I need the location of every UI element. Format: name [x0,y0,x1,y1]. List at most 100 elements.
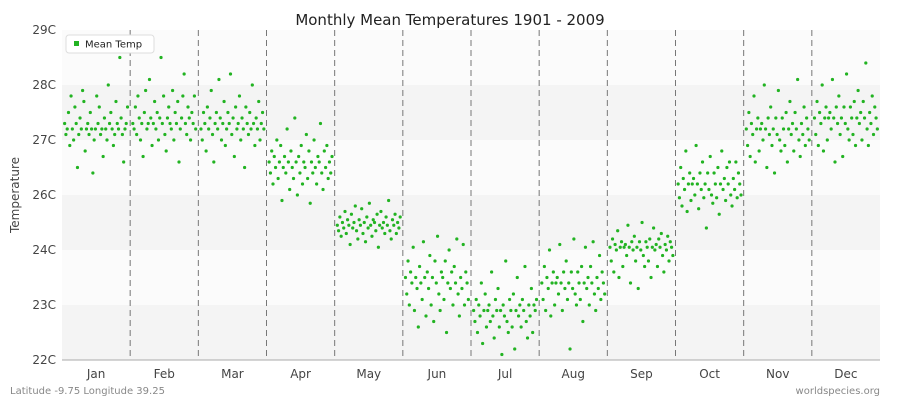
data-point [114,99,118,104]
data-point [618,245,622,249]
data-point [639,248,643,252]
data-point [774,116,778,120]
data-point [457,314,461,318]
data-point [771,127,775,131]
data-point [212,160,216,164]
data-point [219,138,224,142]
data-point [230,132,234,137]
data-point [336,229,341,233]
x-tick-label: Mar [221,367,244,381]
data-point [387,198,391,203]
data-point [409,270,413,274]
data-point [120,132,124,137]
data-point [93,127,98,131]
data-point [676,182,680,186]
data-point [439,270,444,274]
data-point [244,105,248,109]
data-point [630,240,634,244]
data-point [96,121,100,126]
data-point [451,303,455,307]
data-point [846,127,850,131]
data-point [125,105,130,109]
data-point [814,132,818,137]
data-point [339,234,343,238]
data-point [105,138,109,142]
data-point [862,116,867,120]
data-point [426,286,431,291]
data-point [637,240,642,244]
data-point [753,160,757,164]
data-point [348,242,352,247]
data-point [424,314,428,318]
data-point [693,193,697,197]
data-point [698,171,702,175]
data-point [640,220,644,225]
data-point [502,314,507,318]
data-point [167,105,171,109]
data-point [95,94,99,98]
data-point [699,187,703,192]
data-point [425,270,429,274]
data-point [818,110,822,115]
data-point [564,259,568,263]
data-point [682,187,687,192]
data-point [289,149,293,153]
data-point [207,127,211,131]
data-point [621,264,625,269]
data-point [318,121,323,126]
x-tick-label: Nov [766,367,789,381]
data-point [448,286,452,291]
data-point [533,308,537,313]
data-point [79,127,83,131]
data-point [156,138,161,142]
data-point [169,127,173,131]
data-point [285,127,289,131]
data-point [240,116,244,120]
data-point [853,143,858,148]
data-point [486,308,490,313]
data-point [352,220,356,225]
data-point [147,77,152,82]
data-point [371,218,375,222]
background-band [62,250,880,305]
data-point [383,231,387,236]
data-point [66,110,71,115]
data-point [347,223,351,227]
data-point [855,116,859,120]
data-point [145,127,149,131]
data-point [136,94,140,98]
data-point [188,138,193,142]
data-point [868,110,872,115]
data-point [591,240,595,244]
data-point [592,292,597,296]
data-point [239,138,243,142]
x-tick-labels: Jan Feb Mar Apr May Jun Jul Aug Sep Oct Nov Dec [86,367,858,381]
data-point [703,182,707,186]
data-point [532,303,536,307]
data-point [664,248,669,252]
data-point [330,154,334,159]
data-point [579,264,584,269]
data-point [271,182,275,186]
data-point [679,165,683,170]
data-point [523,264,527,269]
data-point [704,226,708,230]
data-point [217,77,221,82]
data-point [102,116,107,120]
data-point [172,138,176,142]
data-point [393,212,397,216]
data-point [249,127,253,131]
data-point [662,270,666,274]
data-point [501,303,505,307]
data-point [518,303,522,307]
x-tick-label: Apr [290,367,311,381]
data-point [798,154,802,159]
data-point [541,297,545,302]
data-point [446,281,450,285]
data-point [859,110,863,115]
data-point [609,259,613,263]
data-point [577,281,581,285]
data-point [160,121,164,126]
footer-location: Latitude -9.75 Longitude 39.25 [10,386,165,397]
data-point [571,286,575,291]
